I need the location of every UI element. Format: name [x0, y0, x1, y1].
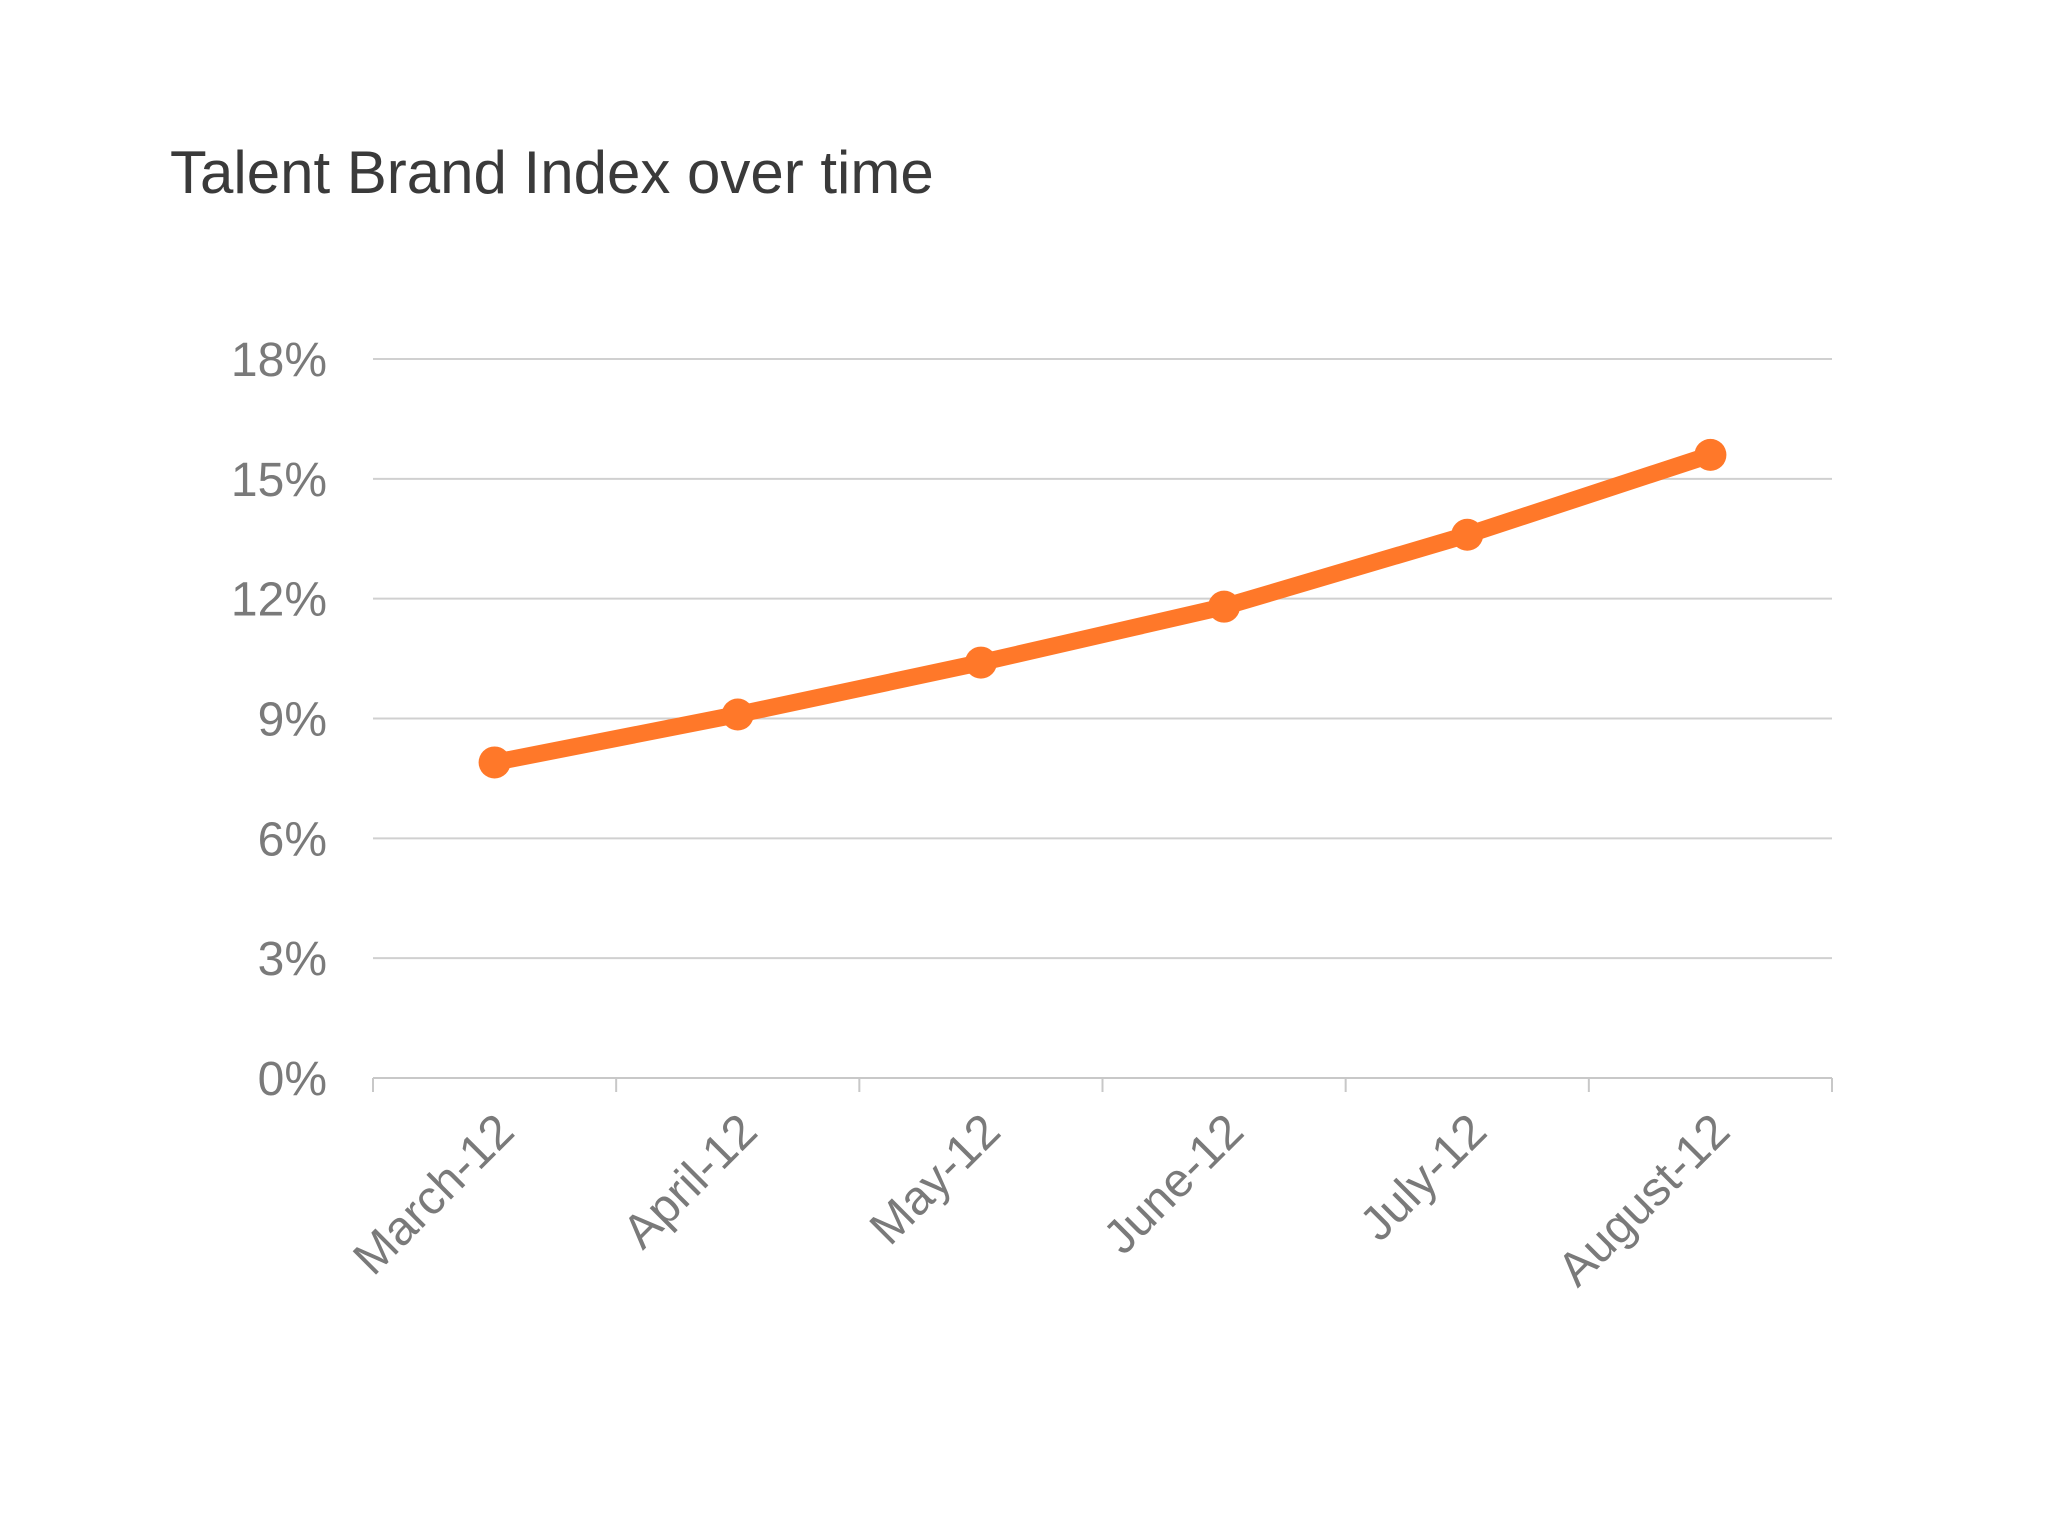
data-point: [964, 646, 997, 679]
x-tick-label: July-12: [1350, 1104, 1497, 1251]
series-line: [486, 446, 1719, 771]
series: [478, 438, 1727, 779]
data-point: [1451, 518, 1484, 551]
y-tick-label: 18%: [231, 334, 327, 387]
y-tick-label: 9%: [258, 694, 327, 747]
y-tick-label: 15%: [231, 454, 327, 507]
y-axis-tick-labels: 0% 3% 6% 9% 12% 15% 18%: [231, 334, 327, 1106]
x-tick-label: August-12: [1548, 1104, 1740, 1296]
x-axis: [372, 1077, 1833, 1092]
y-tick-label: 3%: [258, 933, 327, 986]
x-tick-label: April-12: [613, 1104, 767, 1258]
y-tick-label: 0%: [258, 1053, 327, 1106]
data-point: [1208, 590, 1241, 623]
x-tick-label: May-12: [860, 1104, 1011, 1255]
data-point: [721, 698, 754, 731]
x-axis-tick-labels: March-12 April-12 May-12 June-12 July-12 Augu…: [344, 1104, 1741, 1296]
data-point: [1694, 438, 1727, 471]
chart-title: Talent Brand Index over time: [170, 139, 934, 206]
x-tick-label: March-12: [344, 1104, 525, 1285]
data-point: [478, 746, 511, 779]
y-tick-label: 12%: [231, 574, 327, 627]
x-tick-label: June-12: [1094, 1104, 1254, 1264]
y-tick-label: 6%: [258, 813, 327, 866]
gridlines: [373, 358, 1832, 960]
